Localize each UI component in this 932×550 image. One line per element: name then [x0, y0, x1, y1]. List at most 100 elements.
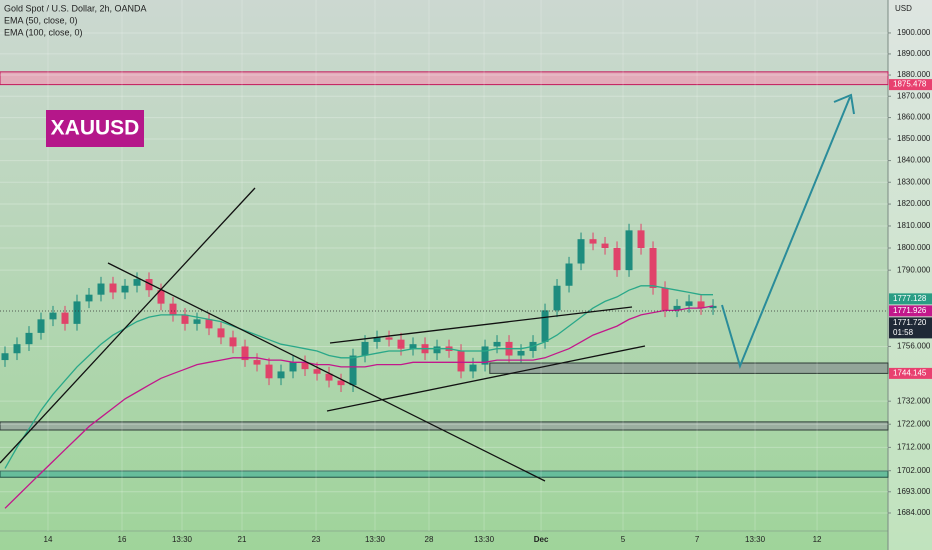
candle-body: [349, 355, 357, 386]
candle-body: [649, 248, 657, 288]
candle-body: [397, 339, 405, 349]
y-tick-label: 1890.000: [897, 49, 931, 58]
candle-body: [457, 350, 465, 372]
candle-body: [481, 346, 489, 365]
y-tick-label: 1900.000: [897, 28, 931, 37]
trend-line: [0, 187, 256, 464]
legend-entry: EMA (100, close, 0): [4, 27, 83, 37]
candle-body: [601, 243, 609, 249]
candle-body: [433, 346, 441, 354]
y-tick-label: 1830.000: [897, 177, 931, 186]
y-tick-label: 1860.000: [897, 113, 931, 122]
x-tick-label: 7: [695, 535, 700, 544]
candle-body: [277, 371, 285, 379]
axis-unit: USD: [895, 4, 912, 13]
candle-body: [685, 301, 693, 306]
candle-body: [97, 283, 105, 295]
y-tick-label: 1870.000: [897, 91, 931, 100]
candle-body: [337, 380, 345, 386]
candle-body: [517, 350, 525, 356]
price-tag: [889, 367, 932, 379]
candle-body: [493, 341, 501, 347]
price-tag-label: 1875.478: [893, 80, 927, 89]
y-tick-label: 1790.000: [897, 265, 931, 274]
candle-body: [409, 344, 417, 349]
trend-line: [107, 262, 546, 482]
candle-body: [145, 279, 153, 291]
candle-body: [301, 362, 309, 370]
candle-body: [613, 248, 621, 271]
candle-body: [61, 312, 69, 324]
candle-body: [241, 346, 249, 361]
zone: [0, 71, 889, 86]
arrow-head: [833, 93, 855, 115]
x-tick-label: 5: [621, 535, 626, 544]
candle-body: [85, 294, 93, 302]
y-tick-label: 1880.000: [897, 70, 931, 79]
y-tick-label: 1693.000: [897, 487, 931, 496]
candle-body: [265, 364, 273, 379]
candle-body: [565, 263, 573, 286]
x-tick-label: Dec: [534, 535, 549, 544]
candle-body: [217, 328, 225, 338]
x-tick-label: 13:30: [172, 535, 193, 544]
price-tag-label: 1744.145: [893, 369, 927, 378]
grid: [888, 32, 891, 514]
channel-line: [329, 306, 633, 344]
legend-entry: EMA (50, close, 0): [4, 15, 78, 25]
candle-body: [577, 239, 585, 264]
candle-body: [229, 337, 237, 347]
price-tag: [889, 317, 932, 339]
candle-body: [361, 341, 369, 356]
candle-body: [157, 290, 165, 304]
candle-body: [121, 285, 129, 293]
y-tick-label: 1820.000: [897, 199, 931, 208]
candle-body: [193, 319, 201, 324]
candle-body: [625, 230, 633, 271]
projection-arrow: [721, 96, 851, 370]
candle-body: [553, 285, 561, 311]
y-tick-label: 1840.000: [897, 156, 931, 165]
candle-body: [673, 305, 681, 311]
candle-body: [133, 279, 141, 286]
candle-body: [385, 337, 393, 340]
candle-body: [661, 287, 669, 311]
badge-bg: [46, 110, 144, 147]
price-tag-label: 1777.128: [893, 294, 927, 303]
candle-body: [709, 305, 717, 309]
price-tag: [889, 293, 932, 305]
y-tick-label: 1850.000: [897, 134, 931, 143]
candle-body: [289, 362, 297, 372]
candle-body: [49, 312, 57, 320]
y-tick-label: 1684.000: [897, 508, 931, 517]
candle-body: [313, 369, 321, 374]
price-axis: [888, 0, 932, 550]
x-tick-label: 16: [118, 535, 127, 544]
y-tick-label: 1756.000: [897, 342, 931, 351]
candle-body: [169, 303, 177, 315]
channel-line: [326, 345, 646, 412]
x-tick-label: 13:30: [745, 535, 766, 544]
candle-body: [637, 230, 645, 249]
badge: XAUUSD: [51, 117, 140, 140]
y-tick-label: 1722.000: [897, 419, 931, 428]
candle-body: [37, 319, 45, 333]
candle-body: [25, 332, 33, 345]
y-tick-label: 1732.000: [897, 396, 931, 405]
price-tag-label: 1771.926: [893, 306, 927, 315]
candle-body: [589, 239, 597, 244]
candle-body: [1, 353, 9, 361]
price-tag: [889, 305, 932, 317]
candle-body: [205, 319, 213, 329]
price-tag-label: 1771.720: [893, 318, 927, 327]
x-tick-label: 28: [425, 535, 434, 544]
candle-body: [13, 344, 21, 354]
zone: [489, 362, 889, 374]
candle-body: [181, 314, 189, 324]
candle-body: [325, 373, 333, 381]
candle-body: [541, 310, 549, 342]
y-tick-label: 1702.000: [897, 466, 931, 475]
ema-line: [4, 305, 714, 509]
